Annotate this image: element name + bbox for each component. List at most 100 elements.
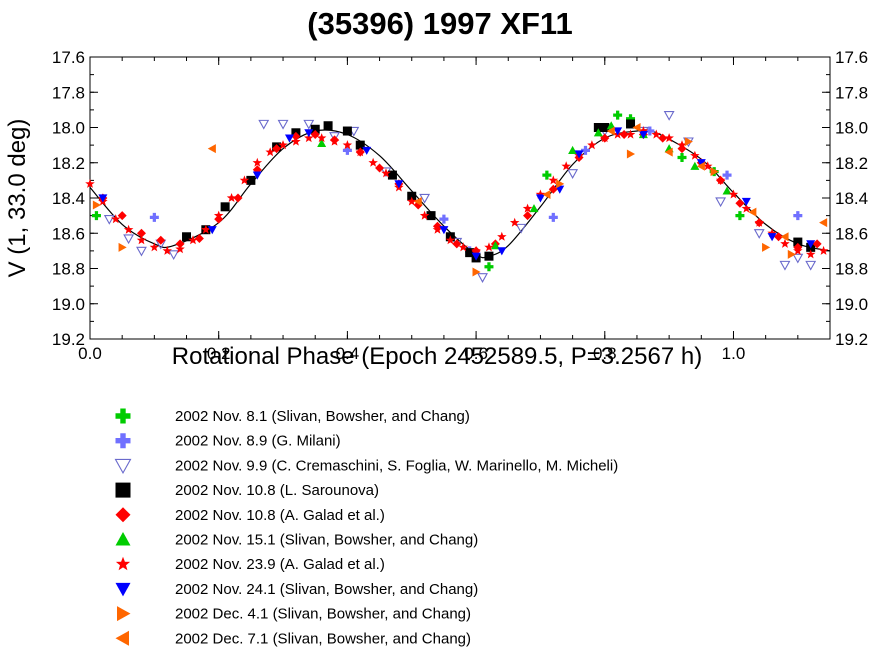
data-point xyxy=(387,170,397,180)
axis-ticks: 17.6 17.6 17.8 17.8 18.0 18.0 18.2 18.2 18.4 18.4… xyxy=(52,48,868,363)
data-point xyxy=(246,175,256,185)
data-point xyxy=(362,146,372,155)
y-tick-label-left: 18.2 xyxy=(52,154,85,173)
data-point xyxy=(439,226,449,235)
data-point xyxy=(529,204,539,213)
data-point xyxy=(805,260,817,271)
y-tick-label-left: 18.6 xyxy=(52,224,85,243)
data-point xyxy=(710,167,719,177)
data-point xyxy=(522,203,533,213)
data-point xyxy=(432,224,443,234)
data-point xyxy=(606,126,615,136)
data-point xyxy=(111,214,121,224)
data-point xyxy=(233,193,243,203)
data-point xyxy=(626,149,636,159)
data-point xyxy=(156,235,166,245)
legend-marker xyxy=(115,556,131,571)
data-point xyxy=(368,157,378,167)
data-point xyxy=(123,224,134,234)
data-point xyxy=(703,161,713,171)
data-point xyxy=(735,198,745,208)
data-point xyxy=(509,217,520,227)
data-point xyxy=(548,212,558,222)
data-point xyxy=(664,147,673,157)
data-point xyxy=(329,136,340,146)
data-point xyxy=(593,123,603,132)
data-point xyxy=(613,127,623,136)
data-point xyxy=(471,252,481,261)
data-point xyxy=(638,130,648,140)
y-tick-label-left: 17.6 xyxy=(52,48,85,67)
data-point xyxy=(484,251,494,261)
data-point xyxy=(213,210,224,220)
data-point xyxy=(103,215,115,225)
data-point xyxy=(323,121,333,131)
data-point xyxy=(625,129,636,139)
data-point xyxy=(696,161,705,171)
data-point xyxy=(149,212,159,222)
data-point xyxy=(226,193,237,202)
x-tick-label: 0.0 xyxy=(78,344,102,363)
data-point xyxy=(728,189,739,199)
data-point xyxy=(439,214,449,224)
data-point xyxy=(291,136,301,146)
data-point xyxy=(182,232,192,242)
data-point xyxy=(490,241,500,250)
legend-label: 2002 Nov. 23.9 (A. Galad et al.) xyxy=(175,556,385,573)
data-point xyxy=(690,161,700,170)
legend-marker xyxy=(115,408,131,424)
data-point xyxy=(542,189,551,199)
data-point xyxy=(381,168,391,178)
data-point xyxy=(567,169,579,179)
y-tick-label-right: 18.0 xyxy=(835,119,868,138)
data-point xyxy=(626,114,636,124)
x-tick-label: 1.0 xyxy=(722,344,746,363)
data-point xyxy=(175,244,185,254)
data-point xyxy=(118,242,127,252)
data-point xyxy=(277,119,289,130)
data-point xyxy=(194,234,204,244)
x-tick-label: 0.6 xyxy=(464,344,488,363)
data-point xyxy=(91,211,101,221)
data-point xyxy=(793,245,803,255)
data-point xyxy=(375,163,385,173)
data-point xyxy=(792,253,804,264)
data-point xyxy=(407,191,417,201)
data-point xyxy=(497,247,507,256)
data-point xyxy=(574,150,584,159)
legend-marker xyxy=(117,606,131,622)
data-point xyxy=(252,157,263,167)
legend-marker xyxy=(115,532,131,546)
y-tick-label-right: 19.0 xyxy=(835,295,868,314)
data-point xyxy=(812,239,822,249)
data-point xyxy=(291,131,301,141)
x-axis-label: Rotational Phase (Epoch 2452589.5, P=3.2… xyxy=(172,343,702,370)
data-point xyxy=(304,129,314,138)
y-tick-label-left: 18.8 xyxy=(52,260,85,279)
data-point xyxy=(651,129,661,139)
y-axis-label: V (1, 33.0 deg) xyxy=(4,119,31,278)
legend-label: 2002 Nov. 10.8 (L. Sarounova) xyxy=(175,482,379,499)
data-point xyxy=(754,217,764,227)
data-point xyxy=(658,133,668,143)
legend-marker xyxy=(115,630,129,646)
y-tick-label-left: 18.0 xyxy=(52,119,85,138)
data-point xyxy=(117,211,127,221)
data-point xyxy=(600,123,610,132)
data-point xyxy=(722,170,732,180)
y-tick-label-left: 18.4 xyxy=(52,189,85,208)
data-point xyxy=(136,228,146,238)
y-tick-label-right: 17.8 xyxy=(835,83,868,102)
data-point xyxy=(556,179,565,189)
data-point xyxy=(561,161,571,171)
data-point xyxy=(471,245,481,255)
data-point xyxy=(175,239,185,249)
data-point xyxy=(162,245,172,255)
data-point xyxy=(98,194,108,203)
data-point xyxy=(767,233,777,242)
data-point xyxy=(787,249,796,259)
legend-label: 2002 Nov. 8.9 (G. Milani) xyxy=(175,433,341,450)
data-point xyxy=(542,170,552,180)
data-point xyxy=(85,178,95,188)
